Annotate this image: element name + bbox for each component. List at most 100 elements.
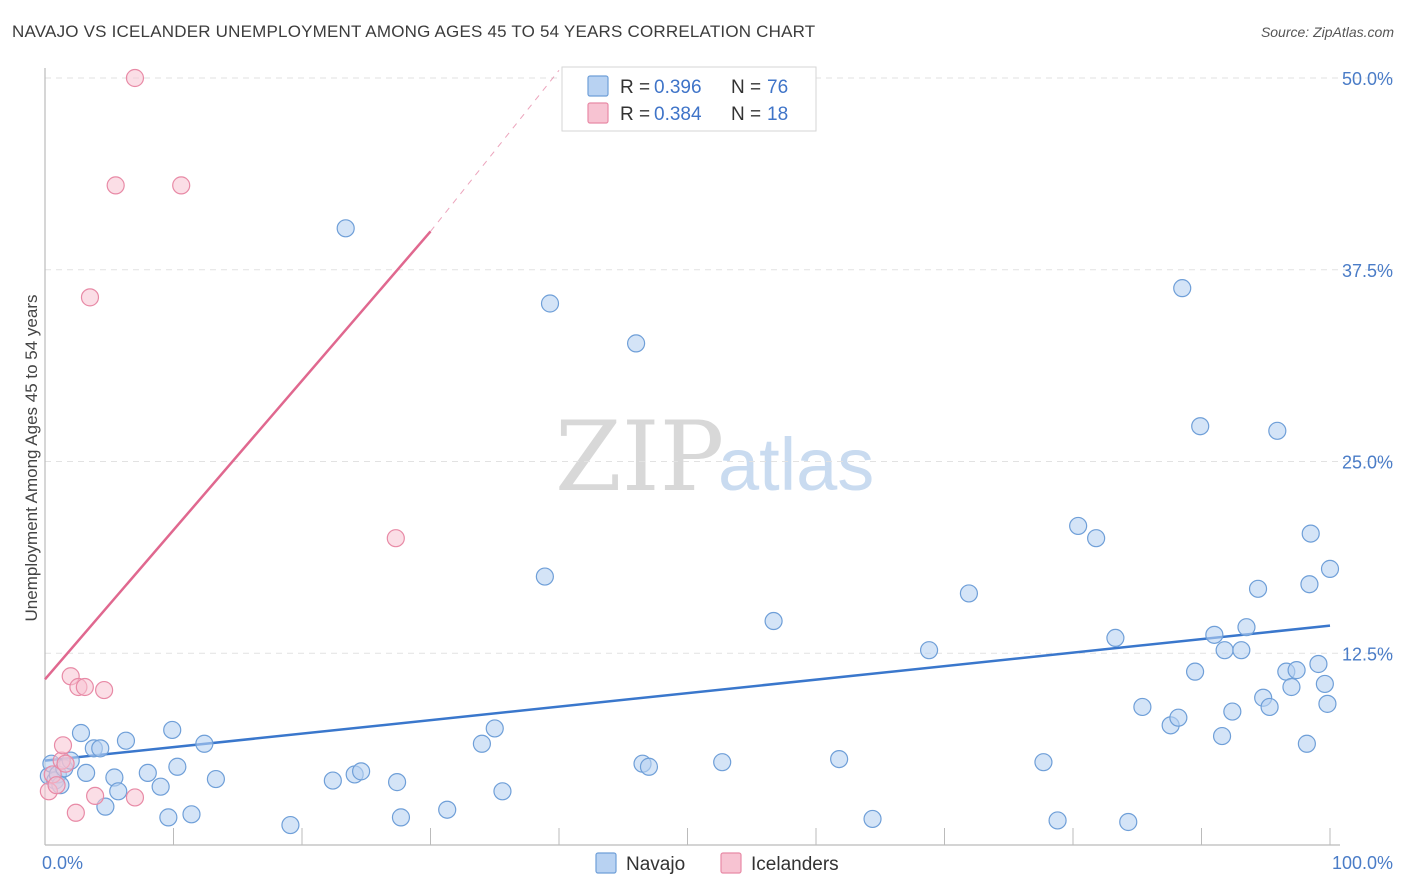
navajo-point xyxy=(195,734,214,753)
y-tick-label: 12.5% xyxy=(1342,644,1393,664)
legend-r-label-navajo: R = xyxy=(620,77,650,98)
navajo-point xyxy=(830,749,849,769)
navajo-point xyxy=(1212,726,1232,746)
bottom-legend-label-icelanders: Icelanders xyxy=(751,854,839,875)
y-tick-label: 25.0% xyxy=(1342,453,1393,473)
axes xyxy=(44,68,1340,846)
tick-labels: 12.5% 25.0% 37.5% 50.0% 0.0% 100.0% xyxy=(42,69,1393,873)
legend-n-label-navajo: N = xyxy=(731,77,761,98)
icelanders-point xyxy=(386,529,405,548)
navajo-point xyxy=(352,762,371,781)
navajo-point xyxy=(1287,661,1306,680)
navajo-point xyxy=(535,567,554,586)
legend-n-label-icelanders: N = xyxy=(731,104,761,125)
navajo-point xyxy=(91,739,110,758)
navajo-point xyxy=(1087,529,1106,548)
navajo-point xyxy=(182,805,201,824)
navajo-point xyxy=(919,641,939,660)
navajo-point xyxy=(1133,697,1152,717)
navajo-trend-line xyxy=(44,624,1331,762)
series-legend: Navajo Icelanders xyxy=(595,852,839,875)
navajo-point xyxy=(1260,697,1279,717)
navajo-point xyxy=(540,294,560,313)
navajo-point xyxy=(1215,641,1234,660)
icelanders-point xyxy=(53,736,73,755)
bottom-legend-label-navajo: Navajo xyxy=(626,854,685,875)
icelanders-point xyxy=(125,68,145,88)
navajo-point xyxy=(639,757,659,776)
navajo-point xyxy=(1191,417,1210,436)
legend-swatch-navajo xyxy=(587,75,609,97)
navajo-point xyxy=(1232,641,1251,660)
legend-r-value-icelanders: 0.384 xyxy=(654,104,702,125)
navajo-point xyxy=(1309,654,1328,674)
navajo-point xyxy=(1282,677,1301,697)
legend-n-value-icelanders: 18 xyxy=(767,104,788,125)
icelanders-point xyxy=(80,288,100,307)
navajo-point xyxy=(438,800,457,819)
legend-r-label-icelanders: R = xyxy=(620,104,650,125)
navajo-point xyxy=(1268,421,1287,440)
y-tick-label: 37.5% xyxy=(1342,261,1393,281)
bottom-legend-swatch-icelanders xyxy=(720,852,742,874)
navajo-point xyxy=(323,771,342,790)
x-tick-label-min: 0.0% xyxy=(42,853,83,873)
x-tick-label-max: 100.0% xyxy=(1332,853,1393,873)
navajo-point xyxy=(1315,674,1334,694)
navajo-point xyxy=(1320,559,1340,578)
navajo-point xyxy=(281,815,300,835)
grid xyxy=(45,77,1395,845)
navajo-point xyxy=(206,769,226,789)
chart-title: NAVAJO VS ICELANDER UNEMPLOYMENT AMONG A… xyxy=(12,22,816,41)
navajo-point xyxy=(863,809,882,829)
navajo-point xyxy=(109,782,128,801)
navajo-point xyxy=(1301,524,1320,543)
navajo-point xyxy=(472,734,491,753)
navajo-point xyxy=(764,611,783,631)
navajo-point xyxy=(163,720,182,740)
icelanders-point xyxy=(106,176,125,195)
navajo-point xyxy=(959,584,979,603)
trend-lines xyxy=(44,70,1331,762)
navajo-point xyxy=(626,334,646,353)
icelanders-trend-line xyxy=(44,230,432,681)
navajo-point xyxy=(1223,702,1242,721)
navajo-point xyxy=(1106,628,1125,648)
navajo-point xyxy=(159,808,178,827)
navajo-point xyxy=(387,773,407,792)
icelanders-point xyxy=(75,677,94,697)
icelanders-point xyxy=(95,680,114,700)
watermark-atlas: atlas xyxy=(718,423,874,506)
navajo-point xyxy=(1048,811,1067,830)
navajo-point xyxy=(1034,753,1053,772)
navajo-point xyxy=(336,219,355,238)
data-points xyxy=(39,68,1340,835)
navajo-point xyxy=(1069,516,1088,536)
navajo-point xyxy=(1205,625,1224,644)
icelanders-point xyxy=(66,803,85,822)
stats-legend: R = 0.396 N = 76 R = 0.384 N = 18 xyxy=(561,66,817,132)
bottom-legend-swatch-navajo xyxy=(595,852,617,874)
icelanders-point xyxy=(47,776,66,795)
navajo-point xyxy=(1248,579,1268,598)
icelanders-point xyxy=(56,754,75,773)
navajo-point xyxy=(1119,812,1138,832)
navajo-point xyxy=(77,763,96,783)
navajo-point xyxy=(138,763,157,783)
navajo-point xyxy=(1185,662,1205,681)
legend-r-value-navajo: 0.396 xyxy=(654,77,702,98)
icelanders-trend-extension xyxy=(430,70,560,232)
navajo-point xyxy=(151,777,170,796)
navajo-point xyxy=(1169,708,1188,727)
navajo-point xyxy=(713,753,732,772)
navajo-point xyxy=(71,723,91,743)
navajo-point xyxy=(116,731,136,750)
y-tick-label: 50.0% xyxy=(1342,69,1393,89)
legend-swatch-icelanders xyxy=(587,102,609,124)
navajo-point xyxy=(1237,618,1256,637)
navajo-point xyxy=(1300,575,1319,594)
navajo-point xyxy=(1173,279,1192,298)
legend-n-value-navajo: 76 xyxy=(767,77,788,98)
icelanders-point xyxy=(125,788,145,807)
